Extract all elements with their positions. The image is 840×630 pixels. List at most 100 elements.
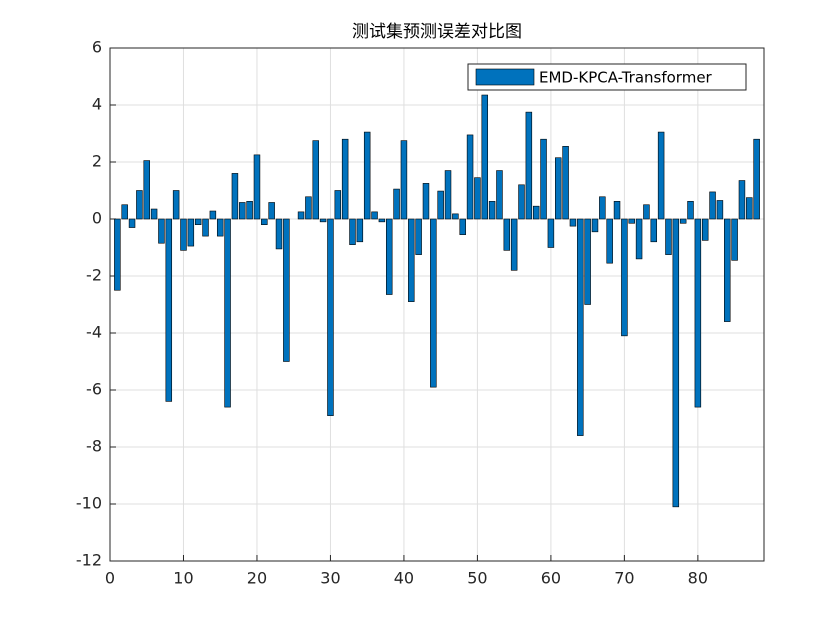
y-tick-label: -10	[76, 494, 102, 513]
bar	[231, 173, 239, 220]
bar	[577, 218, 584, 436]
bar	[305, 196, 312, 220]
bar	[216, 218, 224, 237]
chart-title: 测试集预测误差对比图	[352, 22, 522, 42]
bar	[621, 218, 628, 337]
bar	[665, 218, 672, 255]
bar	[209, 210, 217, 220]
y-tick-label: -6	[86, 380, 102, 399]
bar	[319, 218, 327, 223]
bar	[158, 218, 165, 244]
bar	[687, 201, 694, 220]
x-tick-label: 80	[688, 569, 708, 588]
bar	[261, 218, 268, 225]
bar	[136, 190, 143, 220]
bar	[334, 190, 342, 220]
bar	[194, 218, 202, 225]
bar	[224, 218, 231, 408]
bar	[613, 201, 621, 220]
bar	[268, 202, 275, 220]
bar	[562, 146, 569, 220]
x-tick-label: 0	[105, 569, 115, 588]
x-tick-label: 30	[320, 569, 340, 588]
bar	[635, 218, 643, 260]
x-tick-label: 10	[173, 569, 193, 588]
bar	[724, 218, 731, 322]
bar	[591, 218, 599, 233]
bar	[121, 204, 128, 220]
x-tick-label: 60	[541, 569, 561, 588]
bar	[694, 218, 702, 408]
bar	[518, 184, 525, 220]
bar	[150, 208, 158, 220]
x-tick-label: 40	[394, 569, 414, 588]
bar	[283, 218, 290, 362]
bar	[415, 218, 422, 255]
bar	[393, 188, 400, 220]
bar	[165, 218, 173, 402]
bar	[569, 218, 577, 227]
y-tick-label: 2	[92, 152, 102, 171]
bar	[246, 201, 253, 220]
bar	[408, 218, 415, 302]
bar	[488, 201, 496, 220]
y-tick-label: -8	[86, 437, 102, 456]
bar	[606, 218, 613, 264]
y-tick-label: -2	[86, 266, 102, 285]
bar	[430, 218, 437, 388]
bar	[738, 180, 746, 220]
bar	[422, 183, 430, 220]
bar	[371, 211, 378, 220]
plot-frame	[109, 47, 765, 562]
bar	[341, 138, 349, 220]
bar	[297, 211, 305, 220]
bar	[444, 170, 452, 220]
bar	[599, 196, 606, 220]
bar	[584, 218, 591, 305]
bar	[187, 218, 195, 247]
bar	[503, 218, 511, 251]
bar	[628, 218, 635, 224]
x-tick-label: 70	[614, 569, 634, 588]
bar	[378, 218, 386, 223]
y-tick-label: -4	[86, 323, 102, 342]
bar	[437, 190, 444, 220]
bar	[349, 218, 356, 245]
bar	[540, 138, 547, 220]
y-tick-label: 0	[92, 209, 102, 228]
bar	[202, 218, 209, 237]
bar	[172, 190, 180, 220]
bar	[657, 131, 665, 220]
bar	[400, 140, 408, 220]
bar	[510, 218, 518, 271]
bar	[312, 140, 319, 220]
bar	[643, 204, 650, 220]
bar	[709, 191, 716, 220]
bar	[466, 134, 474, 220]
bar	[481, 94, 489, 220]
bar	[474, 177, 481, 220]
y-tick-label: 4	[92, 95, 102, 114]
y-tick-label: -12	[76, 551, 102, 570]
bar	[753, 138, 760, 220]
bar	[180, 218, 187, 251]
bar	[114, 218, 121, 291]
y-tick-label: 6	[92, 38, 102, 57]
bar	[532, 205, 540, 220]
bar	[679, 218, 687, 224]
x-tick-label: 20	[247, 569, 267, 588]
bar	[143, 160, 150, 220]
bar	[275, 218, 283, 250]
bar	[672, 218, 680, 508]
x-tick-label: 50	[467, 569, 487, 588]
bar	[128, 218, 136, 228]
bar	[356, 218, 364, 243]
bar	[650, 218, 658, 243]
bar	[731, 218, 738, 261]
bar	[253, 154, 261, 220]
bar	[363, 131, 371, 220]
bar	[239, 202, 246, 220]
legend-label: EMD-KPCA-Transformer	[539, 69, 713, 87]
